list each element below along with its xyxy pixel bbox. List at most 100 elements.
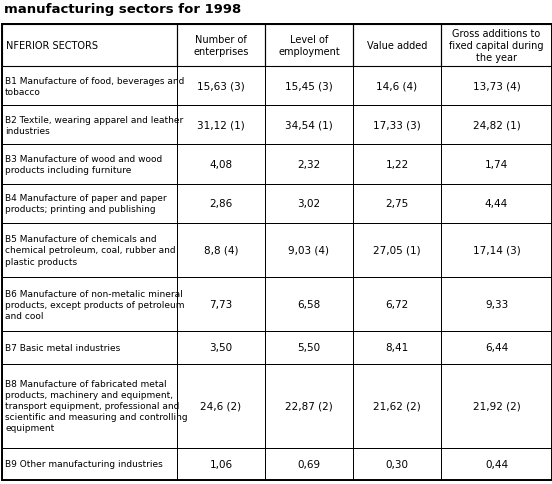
- Text: 24,82 (1): 24,82 (1): [473, 121, 521, 131]
- Bar: [177, 184, 265, 224]
- Text: B7 Basic metal industries: B7 Basic metal industries: [5, 343, 120, 352]
- Text: manufacturing sectors for 1998: manufacturing sectors for 1998: [4, 3, 241, 16]
- Text: 0,44: 0,44: [485, 459, 508, 469]
- Text: B6 Manufacture of non-metalic mineral
products, except products of petroleum
and: B6 Manufacture of non-metalic mineral pr…: [5, 289, 184, 320]
- Text: 8,41: 8,41: [385, 343, 408, 353]
- Bar: [2, 184, 177, 224]
- Text: 31,12 (1): 31,12 (1): [197, 121, 245, 131]
- Bar: [353, 332, 441, 364]
- Text: 7,73: 7,73: [209, 300, 232, 309]
- Bar: [2, 448, 177, 480]
- Bar: [353, 224, 441, 277]
- Bar: [441, 364, 552, 448]
- Text: 8,8 (4): 8,8 (4): [204, 245, 238, 256]
- Text: 9,03 (4): 9,03 (4): [289, 245, 330, 256]
- Text: 9,33: 9,33: [485, 300, 508, 309]
- Bar: [265, 364, 353, 448]
- Text: 27,05 (1): 27,05 (1): [373, 245, 421, 256]
- Text: 4,08: 4,08: [209, 160, 232, 170]
- Bar: [177, 277, 265, 332]
- Text: 15,63 (3): 15,63 (3): [197, 81, 245, 91]
- Text: B4 Manufacture of paper and paper
products; printing and publishing: B4 Manufacture of paper and paper produc…: [5, 194, 167, 214]
- Text: B2 Textile, wearing apparel and leather
industries: B2 Textile, wearing apparel and leather …: [5, 116, 183, 136]
- Bar: [353, 67, 441, 106]
- Text: 3,02: 3,02: [298, 199, 321, 209]
- Text: 22,87 (2): 22,87 (2): [285, 401, 333, 411]
- Text: 15,45 (3): 15,45 (3): [285, 81, 333, 91]
- Text: 0,30: 0,30: [385, 459, 408, 469]
- Text: 6,58: 6,58: [298, 300, 321, 309]
- Bar: [353, 106, 441, 145]
- Bar: [177, 25, 265, 67]
- Text: B1 Manufacture of food, beverages and
tobacco: B1 Manufacture of food, beverages and to…: [5, 76, 184, 96]
- Text: 6,44: 6,44: [485, 343, 508, 353]
- Text: 6,72: 6,72: [385, 300, 408, 309]
- Bar: [265, 184, 353, 224]
- Text: B5 Manufacture of chemicals and
chemical petroleum, coal, rubber and
plastic pro: B5 Manufacture of chemicals and chemical…: [5, 235, 176, 266]
- Text: 1,06: 1,06: [209, 459, 232, 469]
- Text: 0,69: 0,69: [298, 459, 321, 469]
- Bar: [265, 25, 353, 67]
- Bar: [265, 145, 353, 184]
- Bar: [441, 67, 552, 106]
- Bar: [441, 448, 552, 480]
- Bar: [177, 106, 265, 145]
- Bar: [353, 25, 441, 67]
- Bar: [441, 224, 552, 277]
- Bar: [177, 364, 265, 448]
- Text: Gross additions to
fixed capital during
the year: Gross additions to fixed capital during …: [449, 30, 544, 62]
- Text: 1,74: 1,74: [485, 160, 508, 170]
- Bar: [177, 67, 265, 106]
- Bar: [2, 332, 177, 364]
- Text: 14,6 (4): 14,6 (4): [376, 81, 417, 91]
- Bar: [265, 67, 353, 106]
- Bar: [177, 145, 265, 184]
- Bar: [2, 364, 177, 448]
- Bar: [2, 106, 177, 145]
- Text: NFERIOR SECTORS: NFERIOR SECTORS: [6, 41, 98, 51]
- Text: B9 Other manufacturing industries: B9 Other manufacturing industries: [5, 459, 163, 469]
- Text: 24,6 (2): 24,6 (2): [200, 401, 242, 411]
- Text: Value added: Value added: [367, 41, 427, 51]
- Text: 13,73 (4): 13,73 (4): [473, 81, 521, 91]
- Bar: [2, 145, 177, 184]
- Text: 4,44: 4,44: [485, 199, 508, 209]
- Bar: [2, 224, 177, 277]
- Bar: [265, 277, 353, 332]
- Bar: [177, 332, 265, 364]
- Text: B8 Manufacture of fabricated metal
products, machinery and equipment,
transport : B8 Manufacture of fabricated metal produ…: [5, 379, 188, 432]
- Text: 17,33 (3): 17,33 (3): [373, 121, 421, 131]
- Bar: [353, 145, 441, 184]
- Bar: [441, 184, 552, 224]
- Bar: [2, 25, 177, 67]
- Text: Number of
enterprises: Number of enterprises: [193, 35, 249, 57]
- Bar: [2, 277, 177, 332]
- Text: 1,22: 1,22: [385, 160, 408, 170]
- Text: 5,50: 5,50: [298, 343, 321, 353]
- Bar: [2, 67, 177, 106]
- Bar: [265, 106, 353, 145]
- Text: 2,86: 2,86: [209, 199, 232, 209]
- Bar: [353, 448, 441, 480]
- Text: 2,32: 2,32: [298, 160, 321, 170]
- Bar: [353, 184, 441, 224]
- Text: B3 Manufacture of wood and wood
products including furniture: B3 Manufacture of wood and wood products…: [5, 155, 162, 175]
- Text: 21,92 (2): 21,92 (2): [473, 401, 521, 411]
- Bar: [177, 448, 265, 480]
- Bar: [441, 25, 552, 67]
- Bar: [177, 224, 265, 277]
- Bar: [265, 224, 353, 277]
- Bar: [441, 277, 552, 332]
- Bar: [353, 364, 441, 448]
- Bar: [441, 145, 552, 184]
- Text: 21,62 (2): 21,62 (2): [373, 401, 421, 411]
- Text: 3,50: 3,50: [209, 343, 232, 353]
- Text: 2,75: 2,75: [385, 199, 408, 209]
- Bar: [265, 448, 353, 480]
- Text: Level of
employment: Level of employment: [278, 35, 340, 57]
- Bar: [441, 332, 552, 364]
- Bar: [265, 332, 353, 364]
- Bar: [441, 106, 552, 145]
- Bar: [353, 277, 441, 332]
- Text: 17,14 (3): 17,14 (3): [473, 245, 521, 256]
